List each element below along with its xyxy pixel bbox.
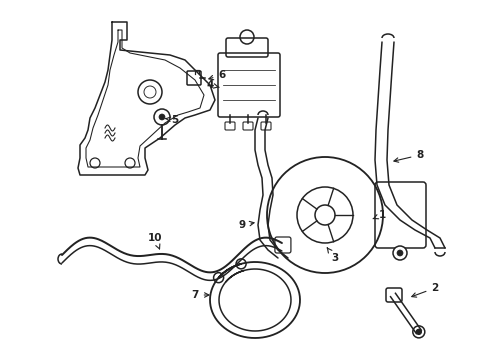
Circle shape — [392, 246, 406, 260]
Text: 9: 9 — [238, 220, 254, 230]
Circle shape — [159, 114, 164, 120]
Circle shape — [412, 326, 424, 338]
Text: 1: 1 — [372, 210, 385, 220]
Text: 8: 8 — [393, 150, 423, 162]
Circle shape — [396, 250, 402, 256]
Text: 4: 4 — [206, 80, 219, 90]
Text: 2: 2 — [411, 283, 438, 297]
Circle shape — [415, 329, 421, 334]
Text: 3: 3 — [326, 248, 338, 263]
Text: 7: 7 — [191, 290, 208, 300]
Text: 5: 5 — [165, 115, 178, 125]
Text: 6: 6 — [208, 70, 225, 80]
Text: 10: 10 — [147, 233, 162, 249]
